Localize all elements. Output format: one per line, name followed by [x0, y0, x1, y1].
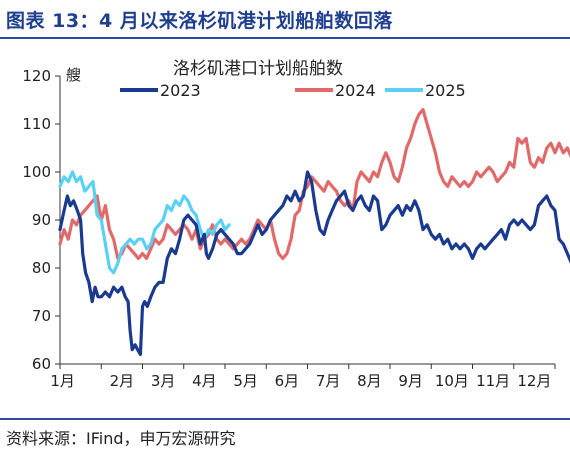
footer-divider [0, 418, 570, 420]
figure-title: 图表 13：4 月以来洛杉矶港计划船舶数回落 [6, 10, 393, 32]
x-tick-label: 3月 [151, 372, 176, 390]
x-axis-ticks: 1月 2月 3月 4月 5月 6月 7月 8月 9月 10月 11月 12月 [50, 364, 556, 390]
series-group [58, 108, 570, 356]
x-tick-label: 10月 [435, 372, 469, 390]
x-tick-label: 4月 [192, 372, 217, 390]
series-line-2023 [58, 170, 570, 356]
x-tick-label: 11月 [476, 372, 510, 390]
y-tick-label: 110 [22, 115, 51, 133]
x-tick-label: 1月 [50, 372, 75, 390]
x-tick-label: 5月 [233, 372, 258, 390]
source-note: 资料来源：IFind，申万宏源研究 [6, 429, 236, 448]
x-tick-label: 6月 [275, 372, 300, 390]
x-tick-label: 2月 [110, 372, 135, 390]
legend-label-2025: 2025 [425, 81, 466, 100]
y-axis-ticks: 60 70 80 90 100 110 120 [22, 67, 60, 373]
legend: 2023 2024 2025 [120, 81, 466, 100]
chart-title: 洛杉矶港口计划船舶数 [173, 59, 343, 79]
series-line-2025 [58, 170, 231, 275]
y-tick-label: 90 [32, 211, 51, 229]
y-tick-label: 120 [22, 67, 51, 85]
y-axis-label: 艘 [66, 66, 81, 84]
series-line-2024 [58, 108, 570, 260]
x-tick-label: 8月 [357, 372, 382, 390]
y-tick-label: 60 [32, 355, 51, 373]
x-tick-label: 12月 [517, 372, 551, 390]
figure-header: 图表 13：4 月以来洛杉矶港计划船舶数回落 [0, 0, 570, 39]
header-divider [0, 37, 570, 39]
y-tick-label: 80 [32, 259, 51, 277]
x-tick-label: 9月 [398, 372, 423, 390]
y-tick-label: 100 [22, 163, 51, 181]
legend-label-2024: 2024 [335, 81, 376, 100]
legend-label-2023: 2023 [160, 81, 201, 100]
y-tick-label: 70 [32, 307, 51, 325]
x-tick-label: 7月 [316, 372, 341, 390]
